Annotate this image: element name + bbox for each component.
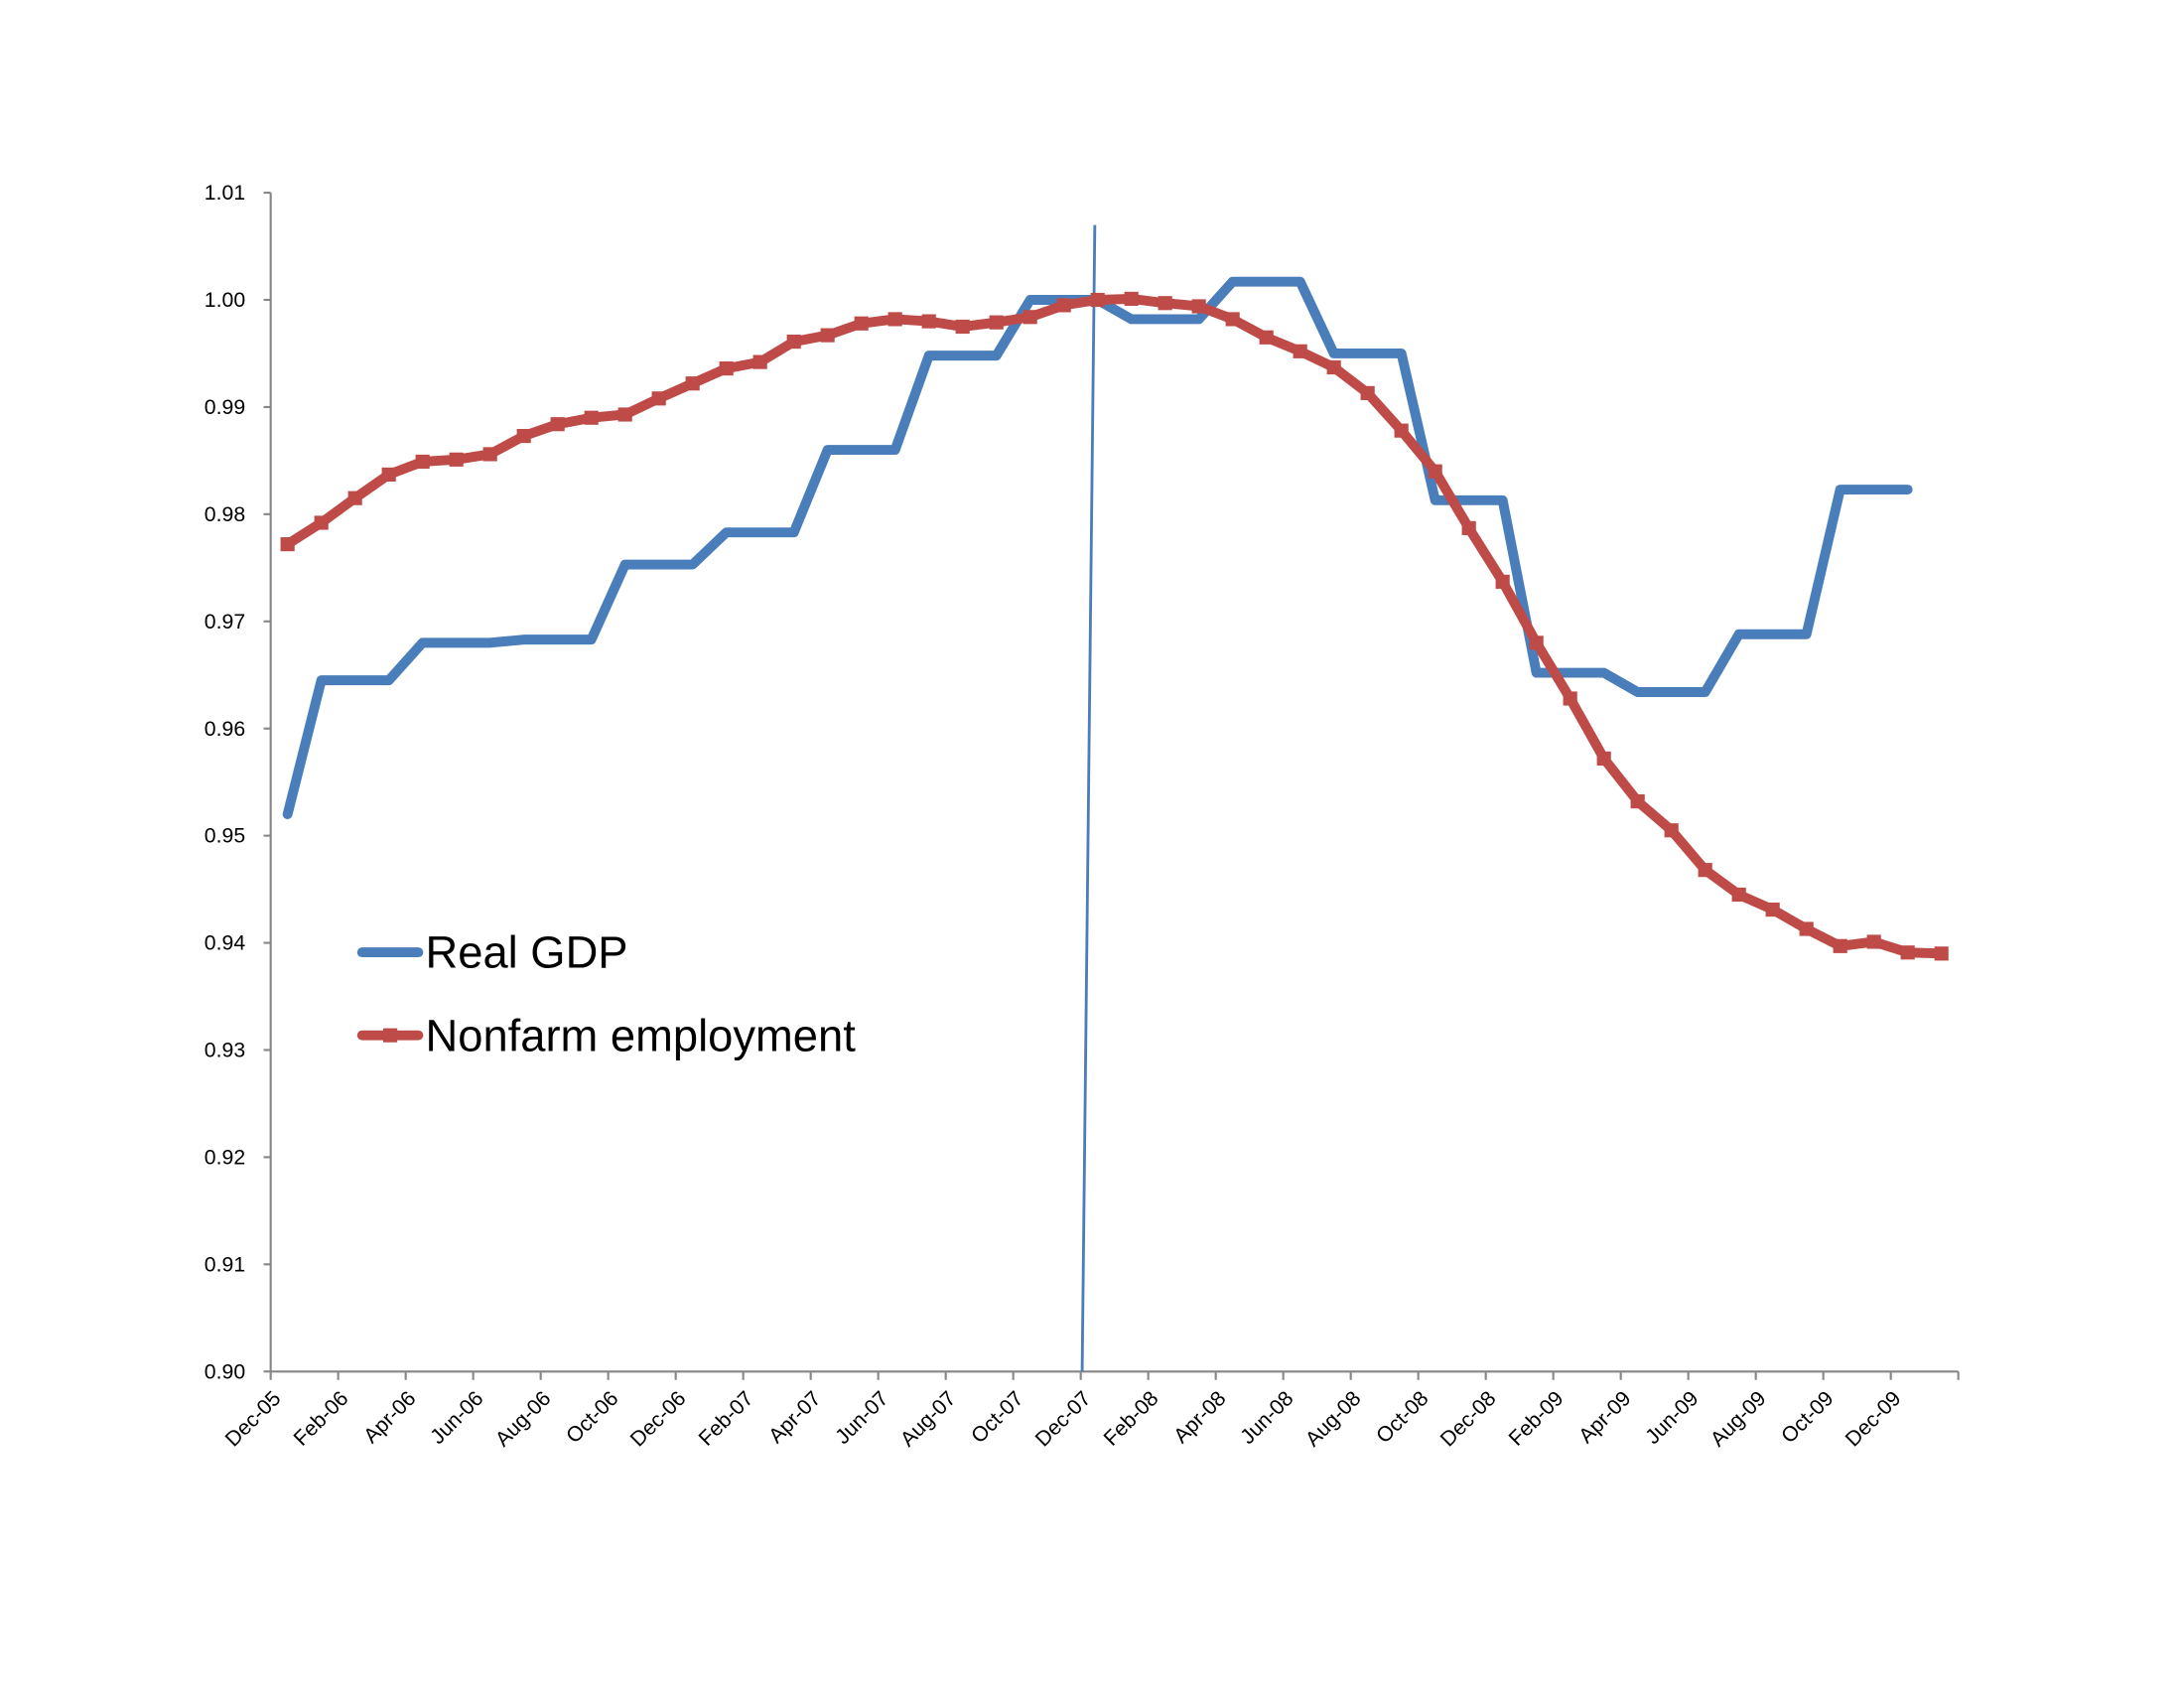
y-tick-label: 0.99 — [205, 395, 245, 419]
data-point-nonfarm-employment — [1259, 330, 1274, 345]
series-line-nonfarm-employment — [282, 293, 1947, 959]
x-tick-label: Feb-08 — [1099, 1386, 1163, 1451]
data-point-nonfarm-employment — [280, 536, 295, 552]
x-tick-label: Aug-07 — [895, 1386, 960, 1451]
data-point-nonfarm-employment — [1023, 310, 1037, 325]
legend-label-real-gdp: Real GDP — [426, 927, 628, 978]
x-tick-label: Oct-07 — [966, 1386, 1027, 1448]
x-tick-label: Feb-09 — [1504, 1386, 1569, 1451]
data-point-nonfarm-employment — [1833, 938, 1847, 953]
data-point-nonfarm-employment — [1428, 464, 1442, 479]
legend-label-nonfarm-employment: Nonfarm employment — [426, 1010, 857, 1060]
x-tick-label: Oct-09 — [1776, 1386, 1838, 1448]
data-point-nonfarm-employment — [1731, 887, 1746, 903]
data-point-nonfarm-employment — [921, 314, 936, 329]
data-point-nonfarm-employment — [1495, 574, 1510, 589]
x-tick-label: Aug-08 — [1300, 1386, 1365, 1451]
x-tick-label: Apr-06 — [358, 1386, 420, 1448]
legend-marker-nonfarm-employment — [383, 1028, 398, 1043]
x-tick-label: Jun-06 — [426, 1386, 488, 1449]
data-point-nonfarm-employment — [1461, 520, 1476, 535]
data-point-nonfarm-employment — [651, 391, 666, 406]
data-point-nonfarm-employment — [1191, 299, 1206, 314]
data-point-nonfarm-employment — [381, 467, 396, 483]
y-tick-label: 0.93 — [205, 1039, 245, 1062]
y-tick-label: 0.98 — [205, 502, 245, 526]
x-tick-label: Aug-06 — [490, 1386, 555, 1451]
data-point-nonfarm-employment — [1698, 863, 1712, 878]
x-tick-label: Jun-09 — [1641, 1386, 1704, 1449]
data-point-nonfarm-employment — [1799, 921, 1814, 936]
data-point-nonfarm-employment — [820, 328, 835, 343]
data-point-nonfarm-employment — [1596, 751, 1611, 767]
data-point-nonfarm-employment — [347, 491, 362, 505]
data-point-nonfarm-employment — [1293, 344, 1307, 358]
x-tick-label: Apr-07 — [763, 1386, 825, 1448]
x-tick-label: Oct-06 — [561, 1386, 622, 1448]
x-tick-label: Jun-08 — [1236, 1386, 1298, 1449]
y-tick-label: 0.92 — [205, 1145, 245, 1169]
data-point-nonfarm-employment — [989, 315, 1004, 330]
data-point-nonfarm-employment — [482, 447, 497, 462]
data-point-nonfarm-employment — [1225, 312, 1240, 327]
data-point-nonfarm-employment — [1900, 945, 1915, 960]
series-group — [280, 276, 1949, 961]
data-point-nonfarm-employment — [1529, 635, 1544, 650]
data-point-nonfarm-employment — [1664, 823, 1679, 838]
data-point-nonfarm-employment — [1934, 946, 1949, 961]
data-point-nonfarm-employment — [415, 454, 430, 470]
data-point-nonfarm-employment — [1394, 423, 1409, 438]
y-tick-label: 0.95 — [205, 824, 245, 848]
data-point-nonfarm-employment — [516, 428, 531, 444]
x-tick-label: Dec-05 — [220, 1386, 285, 1451]
x-tick-label: Dec-09 — [1841, 1386, 1905, 1451]
x-tick-label: Jun-07 — [831, 1386, 893, 1449]
data-point-nonfarm-employment — [719, 360, 734, 376]
data-point-nonfarm-employment — [314, 515, 329, 530]
y-tick-label: 0.91 — [205, 1252, 245, 1276]
x-tick-label: Aug-09 — [1706, 1386, 1770, 1451]
x-tick-label: Dec-07 — [1030, 1386, 1095, 1451]
data-point-nonfarm-employment — [1124, 291, 1139, 307]
data-point-nonfarm-employment — [1158, 296, 1172, 311]
data-point-nonfarm-employment — [1866, 934, 1881, 949]
x-tick-label: Dec-08 — [1435, 1386, 1500, 1451]
data-point-nonfarm-employment — [1056, 298, 1071, 313]
data-point-nonfarm-employment — [1765, 903, 1780, 917]
data-point-nonfarm-employment — [584, 410, 599, 425]
data-point-nonfarm-employment — [685, 376, 700, 391]
legend: Real GDP Nonfarm employment — [356, 927, 857, 1060]
x-tick-label: Dec-06 — [625, 1386, 690, 1451]
data-point-nonfarm-employment — [449, 452, 464, 467]
y-tick-label: 0.97 — [205, 610, 245, 633]
x-tick-label: Apr-08 — [1168, 1386, 1230, 1448]
reference-line — [1080, 224, 1097, 1372]
data-point-nonfarm-employment — [1326, 359, 1341, 375]
y-tick-label: 1.01 — [205, 181, 245, 205]
data-point-nonfarm-employment — [1360, 385, 1375, 400]
x-tick-label: Feb-06 — [289, 1386, 353, 1451]
data-point-nonfarm-employment — [786, 335, 801, 350]
data-point-nonfarm-employment — [1630, 794, 1645, 809]
data-point-nonfarm-employment — [1563, 691, 1577, 706]
x-tick-label: Oct-08 — [1371, 1386, 1433, 1448]
data-point-nonfarm-employment — [887, 312, 902, 327]
y-tick-label: 0.96 — [205, 717, 245, 741]
data-point-nonfarm-employment — [550, 417, 565, 432]
reference-line-group — [1080, 224, 1097, 1372]
x-axis: Dec-05 Feb-06 Apr-06 Jun-06 Aug-06 Oct-06 Dec-… — [220, 1370, 1960, 1452]
y-tick-label: 0.94 — [205, 931, 246, 955]
data-point-nonfarm-employment — [752, 354, 767, 369]
y-tick-label: 0.90 — [205, 1359, 245, 1383]
data-point-nonfarm-employment — [955, 319, 970, 335]
x-tick-label: Feb-07 — [694, 1386, 758, 1451]
y-axis: 0.90 0.91 0.92 0.93 0.94 0.95 0.96 0.97 0.98 0.99… — [205, 181, 272, 1383]
data-point-nonfarm-employment — [617, 407, 632, 422]
x-tick-label: Apr-09 — [1573, 1386, 1635, 1448]
y-tick-label: 1.00 — [205, 288, 245, 312]
data-point-nonfarm-employment — [854, 316, 869, 331]
series-line-real-gdp — [282, 276, 1913, 820]
data-point-nonfarm-employment — [1090, 292, 1105, 308]
